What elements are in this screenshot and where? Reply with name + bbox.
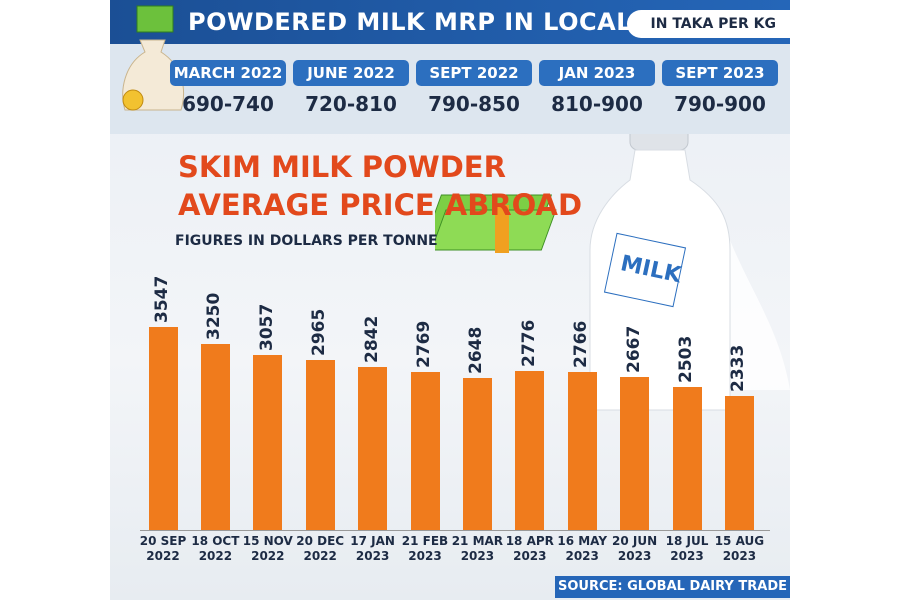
- bar: [515, 371, 545, 530]
- prices-band: [110, 44, 790, 134]
- price-range: 690-740: [182, 92, 274, 116]
- bar: [253, 355, 283, 530]
- value-label: 2965: [309, 308, 330, 357]
- x-tick-label: 18 APR 2023: [505, 534, 554, 563]
- bar: [358, 367, 388, 530]
- value-label: 3250: [204, 292, 225, 340]
- bar: [462, 378, 492, 530]
- price-range: 790-850: [428, 92, 520, 116]
- bar: [620, 377, 650, 530]
- value-label: 2766: [571, 320, 592, 368]
- bar: [724, 396, 754, 530]
- milk-bottle-illustration: MILK: [589, 109, 790, 411]
- chart-title: SKIM MILK POWDER AVERAGE PRICE ABROAD: [178, 150, 583, 222]
- value-label: 3547: [152, 275, 172, 323]
- x-tick-label: 17 JAN 2023: [350, 534, 395, 563]
- x-tick-label: 21 MAR 2023: [451, 534, 504, 563]
- source: SOURCE: GLOBAL DAIRY TRADE: [555, 576, 790, 598]
- value-label: 2776: [518, 319, 539, 368]
- bar: [148, 327, 178, 530]
- price-range: 810-900: [551, 92, 643, 116]
- period-tab: SEPT 2022: [416, 60, 532, 86]
- money-illustration: [435, 194, 557, 253]
- value-label: 2648: [466, 327, 487, 375]
- x-tick-label: 15 NOV 2022: [242, 534, 293, 563]
- period-tab: SEPT 2023: [662, 60, 778, 86]
- price-range: 790-900: [674, 92, 766, 116]
- x-tick-label: 21 FEB 2023: [401, 534, 449, 563]
- value-label: 2842: [361, 316, 382, 364]
- value-label: 3057: [256, 303, 277, 352]
- value-label: 2667: [623, 326, 644, 374]
- bar: [672, 386, 702, 530]
- infographic: MILK POWDERED MILK MRP IN LOCAL MKT IN T…: [110, 0, 790, 600]
- price-range: 720-810: [305, 92, 397, 116]
- bar: [410, 371, 440, 530]
- chart-subtitle: FIGURES IN DOLLARS PER TONNE: [175, 233, 438, 249]
- value-label: 2503: [676, 335, 696, 383]
- value-label: 2333: [728, 345, 749, 393]
- money-bag-icon: [122, 5, 184, 111]
- x-tick-label: 16 MAY 2023: [557, 534, 608, 563]
- x-tick-label: 20 JUN 2023: [612, 534, 658, 563]
- bar: [567, 371, 597, 530]
- x-tick-label: 18 OCT 2022: [191, 534, 240, 563]
- period-tab: JAN 2023: [539, 60, 655, 86]
- x-tick-label: 20 DEC 2022: [296, 534, 345, 563]
- unit-tag: IN TAKA PER KG: [626, 10, 790, 38]
- period-tab: MARCH 2022: [170, 60, 286, 86]
- baseline: [140, 530, 770, 531]
- bar: [200, 343, 230, 530]
- bar: [305, 360, 335, 530]
- x-tick-label: 15 AUG 2023: [714, 534, 765, 563]
- value-label: 2769: [414, 320, 434, 368]
- header-title: POWDERED MILK MRP IN LOCAL MKT: [188, 8, 702, 36]
- period-tab: JUNE 2022: [293, 60, 409, 86]
- x-tick-label: 20 SEP 2022: [139, 534, 187, 563]
- x-tick-label: 18 JUL 2023: [665, 534, 709, 563]
